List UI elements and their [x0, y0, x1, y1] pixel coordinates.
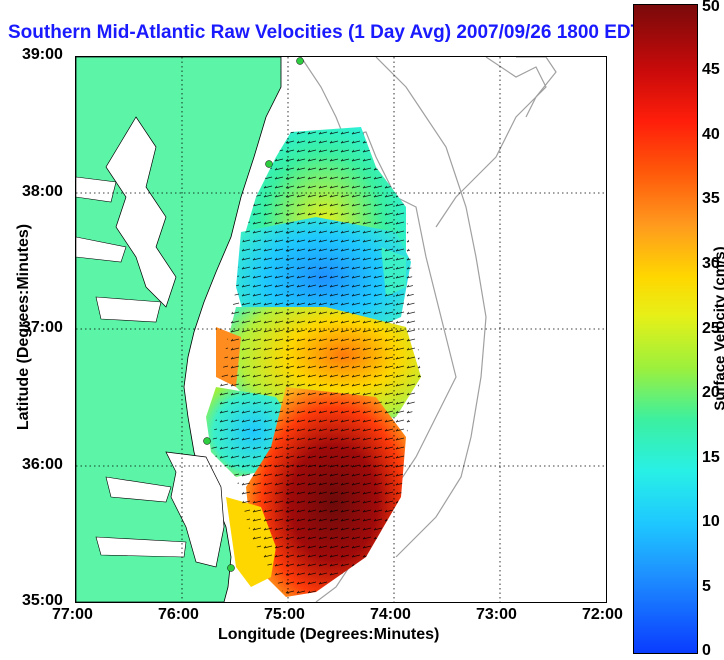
map-area: [75, 56, 607, 603]
radar-station-marker: [228, 565, 235, 572]
x-tick: 76:00: [158, 606, 199, 624]
x-tick: 72:00: [582, 606, 623, 624]
colorbar-tick: 45: [702, 61, 720, 79]
colorbar-label: Surface Velocity (cm/s): [712, 229, 724, 429]
y-axis-label: Latitude (Degrees:Minutes): [15, 207, 33, 447]
radar-station-marker: [204, 438, 211, 445]
x-tick: 75:00: [264, 606, 305, 624]
colorbar-tick: 40: [702, 126, 720, 144]
colorbar-tick: 10: [702, 513, 720, 531]
radar-station-marker: [297, 58, 304, 65]
y-tick: 36:00: [22, 456, 63, 474]
colorbar-tick: 50: [702, 0, 720, 16]
colorbar-tick: 15: [702, 449, 720, 467]
map-canvas: [76, 57, 606, 602]
y-tick: 38:00: [22, 183, 63, 201]
x-tick: 74:00: [370, 606, 411, 624]
x-tick: 73:00: [476, 606, 517, 624]
y-tick: 39:00: [22, 46, 63, 64]
colorbar-tick: 5: [702, 578, 711, 596]
x-tick: 77:00: [52, 606, 93, 624]
map-title: Southern Mid-Atlantic Raw Velocities (1 …: [8, 22, 642, 44]
x-axis-label: Longitude (Degrees:Minutes): [218, 626, 439, 644]
colorbar-tick: 0: [702, 642, 711, 660]
colorbar: [633, 4, 698, 654]
radar-station-marker: [266, 161, 273, 168]
colorbar-tick: 35: [702, 190, 720, 208]
